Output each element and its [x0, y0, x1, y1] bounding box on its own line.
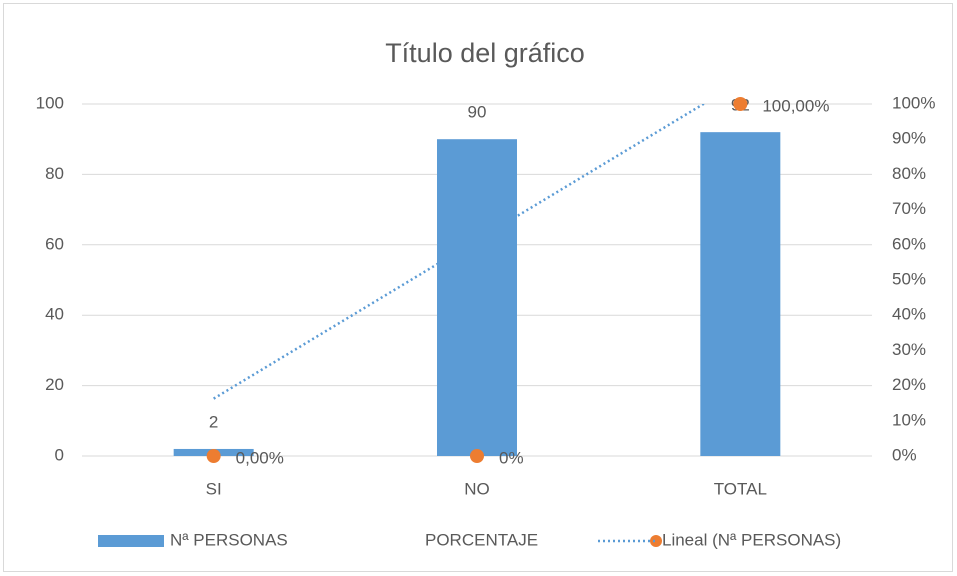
bar: [700, 132, 781, 456]
y2-tick-label: 100%: [892, 93, 935, 112]
y2-tick-label: 60%: [892, 234, 926, 253]
point-value-label: 0%: [499, 448, 524, 467]
point-value-label: 100,00%: [762, 96, 829, 115]
bar-value-label: 90: [468, 103, 487, 122]
legend-swatch: [650, 535, 662, 547]
bar: [437, 139, 517, 456]
y2-tick-label: 50%: [892, 269, 926, 288]
y-tick-label: 0: [55, 445, 64, 464]
legend-label: Nª PERSONAS: [170, 530, 288, 549]
y2-tick-label: 20%: [892, 375, 926, 394]
y2-tick-label: 90%: [892, 129, 926, 148]
y2-tick-label: 0%: [892, 445, 917, 464]
y2-tick-label: 80%: [892, 164, 926, 183]
scatter-point: [206, 449, 221, 463]
point-value-label: 0,00%: [236, 448, 284, 467]
y-tick-label: 60: [45, 234, 64, 253]
y2-tick-label: 30%: [892, 340, 926, 359]
y2-tick-label: 10%: [892, 410, 926, 429]
scatter-point: [470, 449, 484, 463]
y2-tick-label: 40%: [892, 305, 926, 324]
x-tick-label: NO: [464, 479, 490, 498]
x-tick-label: TOTAL: [714, 479, 767, 498]
bar-value-label: 2: [209, 412, 218, 431]
y2-tick-label: 70%: [892, 199, 926, 218]
legend-label: PORCENTAJE: [425, 530, 538, 549]
scatter-point: [733, 97, 748, 111]
y-tick-label: 40: [45, 305, 64, 324]
y-tick-label: 20: [45, 375, 64, 394]
y-tick-label: 80: [45, 164, 64, 183]
x-tick-label: SI: [206, 479, 222, 498]
legend-swatch: [98, 535, 164, 547]
y-tick-label: 100: [36, 93, 64, 112]
chart-title: Título del gráfico: [385, 38, 585, 68]
legend-label: Lineal (Nª PERSONAS): [662, 530, 841, 549]
